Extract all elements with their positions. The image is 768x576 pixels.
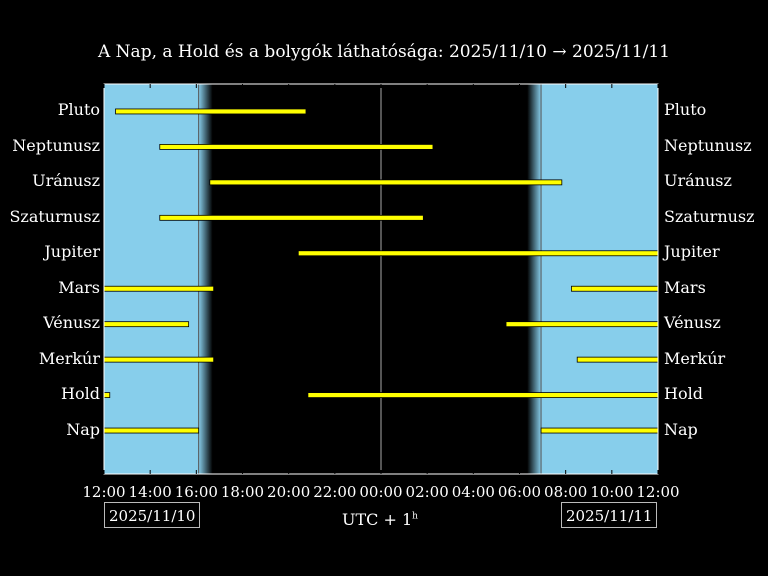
- visibility-bar: [103, 285, 215, 292]
- visibility-bar: [209, 179, 563, 186]
- end-date-box: 2025/11/11: [561, 502, 658, 528]
- body-label-left: Jupiter: [44, 242, 100, 262]
- visibility-bar: [159, 214, 424, 221]
- x-tick-label: 10:00: [590, 483, 634, 501]
- x-tick-label: 18:00: [220, 483, 265, 501]
- body-label-right: Vénusz: [664, 313, 721, 333]
- body-label-right: Pluto: [664, 100, 707, 120]
- visibility-bar: [103, 321, 190, 328]
- visibility-bar: [540, 427, 659, 434]
- visibility-bar: [115, 108, 307, 115]
- x-tick-label: 06:00: [497, 483, 542, 501]
- body-label-right: Hold: [664, 384, 703, 404]
- x-tick-label: 08:00: [544, 483, 588, 501]
- x-axis-label: UTC + 1h: [342, 510, 418, 529]
- visibility-bar: [103, 356, 215, 363]
- body-label-right: Nap: [664, 419, 698, 439]
- visibility-bar: [159, 144, 434, 150]
- body-label-left: Neptunusz: [12, 135, 100, 155]
- visibility-bar: [505, 321, 659, 328]
- visibility-bar: [307, 392, 659, 398]
- body-label-left: Uránusz: [32, 171, 100, 191]
- body-label-left: Hold: [61, 384, 100, 404]
- x-tick-label: 12:00: [636, 483, 680, 501]
- body-label-right: Mars: [664, 277, 706, 297]
- dusk-twilight: [198, 84, 213, 474]
- visibility-bar: [297, 250, 659, 257]
- plot-frame: [103, 83, 659, 475]
- x-tick-label: 00:00: [359, 483, 403, 501]
- x-tick-label: 04:00: [451, 483, 495, 501]
- x-tick-label: 14:00: [128, 483, 172, 501]
- body-label-left: Nap: [66, 419, 100, 439]
- chart-title: A Nap, a Hold és a bolygók láthatósága: …: [98, 42, 670, 62]
- x-tick-label: 12:00: [82, 483, 126, 501]
- x-tick-label: 20:00: [267, 483, 311, 501]
- day-night-background: [104, 84, 658, 474]
- day-region-right: [541, 84, 658, 474]
- day-region-left: [104, 84, 199, 474]
- visibility-bar: [571, 285, 659, 292]
- body-label-left: Merkúr: [38, 348, 100, 368]
- body-label-right: Uránusz: [664, 171, 732, 191]
- body-label-right: Neptunusz: [664, 135, 752, 155]
- visibility-bar: [576, 356, 659, 363]
- body-label-right: Jupiter: [664, 242, 720, 262]
- start-date-box: 2025/11/10: [104, 502, 201, 528]
- dawn-twilight: [527, 84, 542, 474]
- body-label-left: Pluto: [57, 100, 100, 120]
- body-label-left: Vénusz: [43, 313, 100, 333]
- visibility-bar: [103, 427, 200, 434]
- x-tick-label: 22:00: [313, 483, 357, 501]
- body-label-right: Szaturnusz: [664, 206, 755, 226]
- body-label-left: Szaturnusz: [9, 206, 100, 226]
- body-label-right: Merkúr: [664, 348, 726, 368]
- x-tick-label: 02:00: [405, 483, 449, 501]
- visibility-bar: [103, 392, 111, 398]
- x-tick-label: 16:00: [174, 483, 218, 501]
- body-label-left: Mars: [58, 277, 100, 297]
